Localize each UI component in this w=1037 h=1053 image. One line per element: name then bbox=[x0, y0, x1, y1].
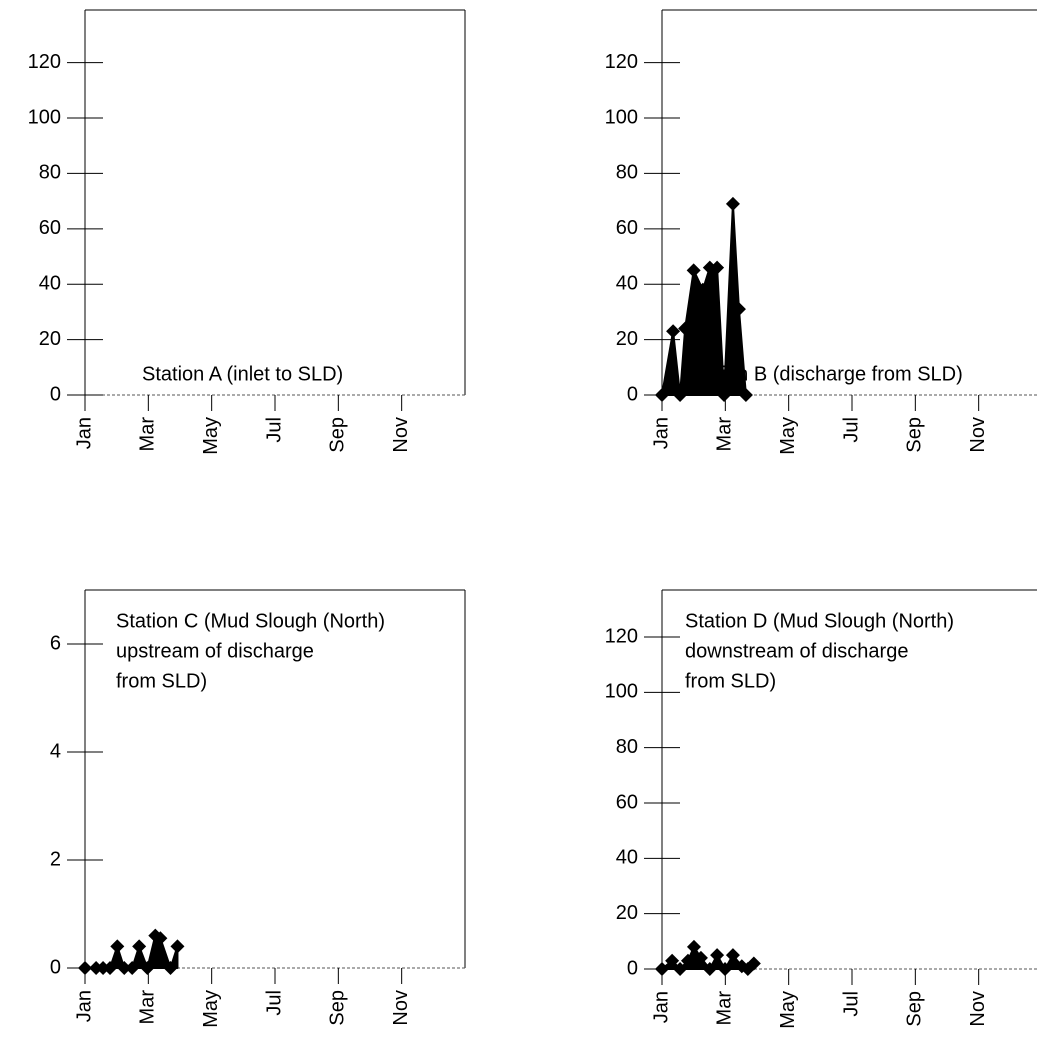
x-tick-label: Jul bbox=[840, 991, 862, 1017]
x-tick-label: Nov bbox=[390, 990, 412, 1026]
y-tick-label: 120 bbox=[605, 625, 638, 647]
x-tick-label: Jan bbox=[650, 417, 672, 449]
diamond-marker bbox=[125, 961, 140, 975]
y-tick-label: 0 bbox=[627, 957, 638, 979]
diamond-marker bbox=[702, 962, 717, 976]
y-tick-label: 40 bbox=[39, 272, 61, 294]
chart-title: upstream of discharge bbox=[116, 640, 314, 662]
diamond-marker bbox=[693, 950, 708, 965]
diamond-marker bbox=[725, 948, 740, 963]
diamond-marker bbox=[103, 961, 118, 975]
y-tick-label: 0 bbox=[50, 383, 61, 405]
x-tick-label: Mar bbox=[714, 417, 736, 452]
chart-title: Station B (discharge from SLD) bbox=[686, 363, 963, 385]
chart-title: Station C (Mud Slough (North) bbox=[116, 610, 385, 632]
diamond-marker bbox=[678, 321, 693, 336]
x-tick-label: May bbox=[777, 417, 799, 455]
diamond-marker bbox=[78, 961, 92, 975]
diamond-marker bbox=[163, 961, 178, 975]
y-tick-label: 80 bbox=[616, 736, 638, 758]
y-tick-label: 100 bbox=[605, 106, 638, 128]
y-tick-label: 120 bbox=[28, 51, 61, 73]
diamond-marker bbox=[117, 961, 132, 975]
y-tick-label: 20 bbox=[616, 328, 638, 350]
chart-title: Station D (Mud Slough (North) bbox=[685, 610, 954, 632]
diamond-marker bbox=[110, 939, 125, 954]
y-tick-label: 0 bbox=[50, 956, 61, 978]
chart-title: from SLD) bbox=[116, 670, 207, 692]
diamond-marker bbox=[725, 196, 740, 211]
chart-title: from SLD) bbox=[685, 670, 776, 692]
y-tick-label: 60 bbox=[616, 217, 638, 239]
y-tick-label: 0 bbox=[627, 383, 638, 405]
x-tick-label: Sep bbox=[327, 990, 349, 1026]
y-tick-label: 60 bbox=[616, 791, 638, 813]
y-tick-label: 40 bbox=[616, 272, 638, 294]
diamond-marker bbox=[153, 931, 168, 946]
diamond-marker bbox=[702, 260, 717, 275]
diamond-marker bbox=[170, 939, 185, 954]
x-tick-label: Sep bbox=[327, 417, 349, 453]
diamond-marker bbox=[686, 939, 701, 954]
diamond-marker bbox=[132, 939, 147, 954]
y-tick-label: 60 bbox=[39, 217, 61, 239]
diamond-marker bbox=[710, 948, 725, 963]
y-tick-label: 120 bbox=[605, 51, 638, 73]
x-tick-label: Mar bbox=[137, 990, 159, 1025]
diamond-marker bbox=[673, 388, 688, 402]
chart-title: Station A (inlet to SLD) bbox=[142, 363, 343, 385]
diamond-marker bbox=[731, 302, 746, 317]
diamond-marker bbox=[673, 962, 688, 976]
diamond-marker bbox=[738, 388, 753, 402]
diamond-marker bbox=[746, 956, 761, 971]
x-tick-label: Mar bbox=[714, 991, 736, 1026]
x-tick-label: May bbox=[200, 990, 222, 1028]
y-tick-label: 80 bbox=[616, 162, 638, 184]
diamond-marker bbox=[655, 388, 669, 402]
x-tick-label: Jul bbox=[263, 990, 285, 1016]
x-tick-label: Nov bbox=[390, 417, 412, 453]
diamond-marker bbox=[680, 953, 695, 968]
y-tick-label: 4 bbox=[50, 740, 61, 762]
y-tick-label: 100 bbox=[28, 106, 61, 128]
diamond-marker bbox=[717, 388, 732, 402]
diamond-marker bbox=[686, 263, 701, 278]
x-tick-label: Sep bbox=[904, 417, 926, 453]
x-tick-label: Sep bbox=[904, 991, 926, 1027]
y-tick-label: 2 bbox=[50, 848, 61, 870]
x-tick-label: Nov bbox=[967, 417, 989, 453]
x-tick-label: Jan bbox=[650, 991, 672, 1023]
y-tick-label: 40 bbox=[616, 847, 638, 869]
diamond-marker bbox=[695, 282, 710, 297]
diamond-marker bbox=[655, 962, 669, 976]
x-tick-label: May bbox=[200, 417, 222, 455]
y-tick-label: 80 bbox=[39, 162, 61, 184]
diamond-marker bbox=[718, 962, 733, 976]
diamond-marker bbox=[710, 260, 725, 275]
diamond-marker bbox=[140, 961, 155, 975]
x-tick-label: Mar bbox=[137, 417, 159, 452]
x-tick-label: Jul bbox=[840, 417, 862, 443]
y-tick-label: 6 bbox=[50, 632, 61, 654]
x-tick-label: May bbox=[777, 991, 799, 1029]
x-tick-label: Jan bbox=[73, 990, 95, 1022]
y-tick-label: 20 bbox=[39, 328, 61, 350]
y-tick-label: 20 bbox=[616, 902, 638, 924]
diamond-marker bbox=[665, 953, 680, 968]
diamond-marker bbox=[666, 324, 681, 339]
area bbox=[661, 202, 747, 396]
chart-title: downstream of discharge bbox=[685, 640, 908, 662]
y-tick-label: 100 bbox=[605, 681, 638, 703]
x-tick-label: Nov bbox=[967, 991, 989, 1027]
x-tick-label: Jan bbox=[73, 417, 95, 449]
x-tick-label: Jul bbox=[263, 417, 285, 443]
